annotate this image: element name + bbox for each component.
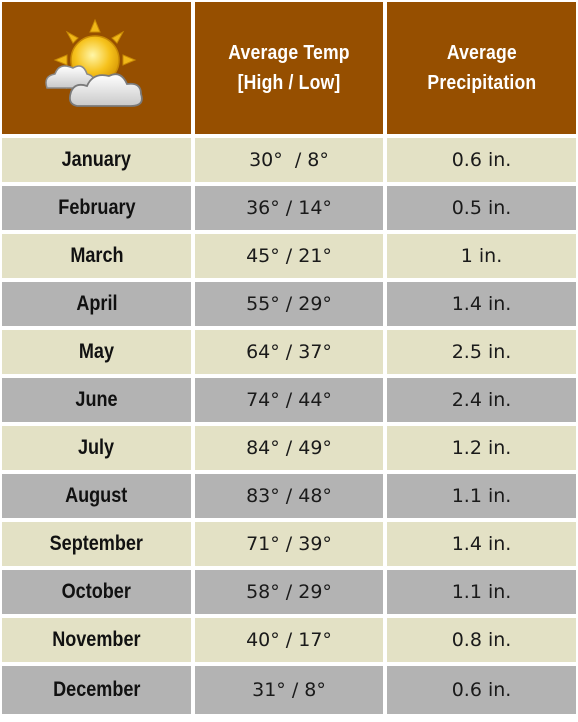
table-cell: February [2, 186, 191, 230]
precip-header-line1: Average [446, 42, 517, 64]
temp-value: 30° / 8° [249, 149, 329, 171]
table-cell: August [2, 474, 191, 518]
table-cell: 0.8 in. [387, 618, 576, 662]
table-cell: November [2, 618, 191, 662]
month-label: February [57, 196, 136, 219]
precip-header-line2: Precipitation [427, 72, 536, 94]
table-row: May 64° / 37° 2.5 in. [0, 330, 578, 374]
table-cell: 1.4 in. [387, 522, 576, 566]
precip-value: 1 in. [460, 245, 503, 267]
month-label: January [61, 148, 132, 171]
table-cell: December [2, 666, 191, 714]
header-icon-cell [2, 2, 191, 134]
table-cell: 40° / 17° [195, 618, 383, 662]
month-label: December [52, 678, 141, 701]
table-cell: 71° / 39° [195, 522, 383, 566]
table-row: August 83° / 48° 1.1 in. [0, 474, 578, 518]
precip-value: 2.4 in. [451, 389, 512, 411]
temp-value: 74° / 44° [246, 389, 332, 411]
precip-value: 1.1 in. [451, 581, 512, 603]
table-cell: 1 in. [387, 234, 576, 278]
table-row: January 30° / 8° 0.6 in. [0, 138, 578, 182]
table-cell: October [2, 570, 191, 614]
table-cell: July [2, 426, 191, 470]
month-label: April [75, 292, 118, 315]
temp-column-header: Average Temp [High / Low] [195, 2, 383, 134]
table-cell: 58° / 29° [195, 570, 383, 614]
precip-value: 0.5 in. [451, 197, 512, 219]
table-cell: 1.4 in. [387, 282, 576, 326]
table-cell: January [2, 138, 191, 182]
precip-value: 1.4 in. [451, 533, 512, 555]
table-row: July 84° / 49° 1.2 in. [0, 426, 578, 470]
temp-value: 83° / 48° [246, 485, 332, 507]
table-cell: 2.5 in. [387, 330, 576, 374]
month-label: November [52, 628, 141, 651]
temp-value: 31° / 8° [252, 679, 326, 701]
precip-value: 0.6 in. [451, 149, 512, 171]
table-cell: 0.6 in. [387, 666, 576, 714]
temp-value: 55° / 29° [246, 293, 332, 315]
temp-header-line2: [High / Low] [237, 72, 341, 94]
temp-value: 71° / 39° [246, 533, 332, 555]
table-cell: 64° / 37° [195, 330, 383, 374]
table-cell: 1.1 in. [387, 474, 576, 518]
month-label: July [78, 436, 115, 459]
table-cell: 83° / 48° [195, 474, 383, 518]
temp-header-line1: Average Temp [228, 42, 350, 64]
temp-value: 58° / 29° [246, 581, 332, 603]
table-row: February 36° / 14° 0.5 in. [0, 186, 578, 230]
temp-value: 84° / 49° [246, 437, 332, 459]
table-row: November 40° / 17° 0.8 in. [0, 618, 578, 662]
table-cell: 84° / 49° [195, 426, 383, 470]
table-row: April 55° / 29° 1.4 in. [0, 282, 578, 326]
month-label: August [65, 484, 128, 507]
table-cell: 36° / 14° [195, 186, 383, 230]
precip-value: 0.6 in. [451, 679, 512, 701]
table-row: October 58° / 29° 1.1 in. [0, 570, 578, 614]
precip-column-header: Average Precipitation [387, 2, 576, 134]
month-label: September [49, 532, 144, 555]
table-cell: 2.4 in. [387, 378, 576, 422]
table-cell: 31° / 8° [195, 666, 383, 714]
table-cell: 55° / 29° [195, 282, 383, 326]
table-header: Average Temp [High / Low] Average Precip… [0, 2, 578, 134]
precip-value: 0.8 in. [451, 629, 512, 651]
temp-value: 36° / 14° [246, 197, 332, 219]
table-cell: June [2, 378, 191, 422]
temp-value: 64° / 37° [246, 341, 332, 363]
precip-value: 2.5 in. [451, 341, 512, 363]
table-cell: 45° / 21° [195, 234, 383, 278]
table-cell: April [2, 282, 191, 326]
table-cell: September [2, 522, 191, 566]
table-row: September 71° / 39° 1.4 in. [0, 522, 578, 566]
precip-value: 1.1 in. [451, 485, 512, 507]
table-cell: 74° / 44° [195, 378, 383, 422]
table-cell: 0.5 in. [387, 186, 576, 230]
temp-value: 40° / 17° [246, 629, 332, 651]
month-label: May [78, 340, 115, 363]
table-cell: 1.2 in. [387, 426, 576, 470]
table-row: March 45° / 21° 1 in. [0, 234, 578, 278]
table-cell: 1.1 in. [387, 570, 576, 614]
month-label: October [61, 580, 132, 603]
table-cell: 0.6 in. [387, 138, 576, 182]
table-cell: 30° / 8° [195, 138, 383, 182]
table-row: December 31° / 8° 0.6 in. [0, 666, 578, 714]
month-label: March [69, 244, 124, 267]
table-cell: March [2, 234, 191, 278]
precip-value: 1.2 in. [451, 437, 512, 459]
table-row: June 74° / 44° 2.4 in. [0, 378, 578, 422]
temp-value: 45° / 21° [246, 245, 332, 267]
partly-sunny-icon [44, 18, 143, 107]
month-label: June [75, 388, 118, 411]
precip-value: 1.4 in. [451, 293, 512, 315]
table-cell: May [2, 330, 191, 374]
